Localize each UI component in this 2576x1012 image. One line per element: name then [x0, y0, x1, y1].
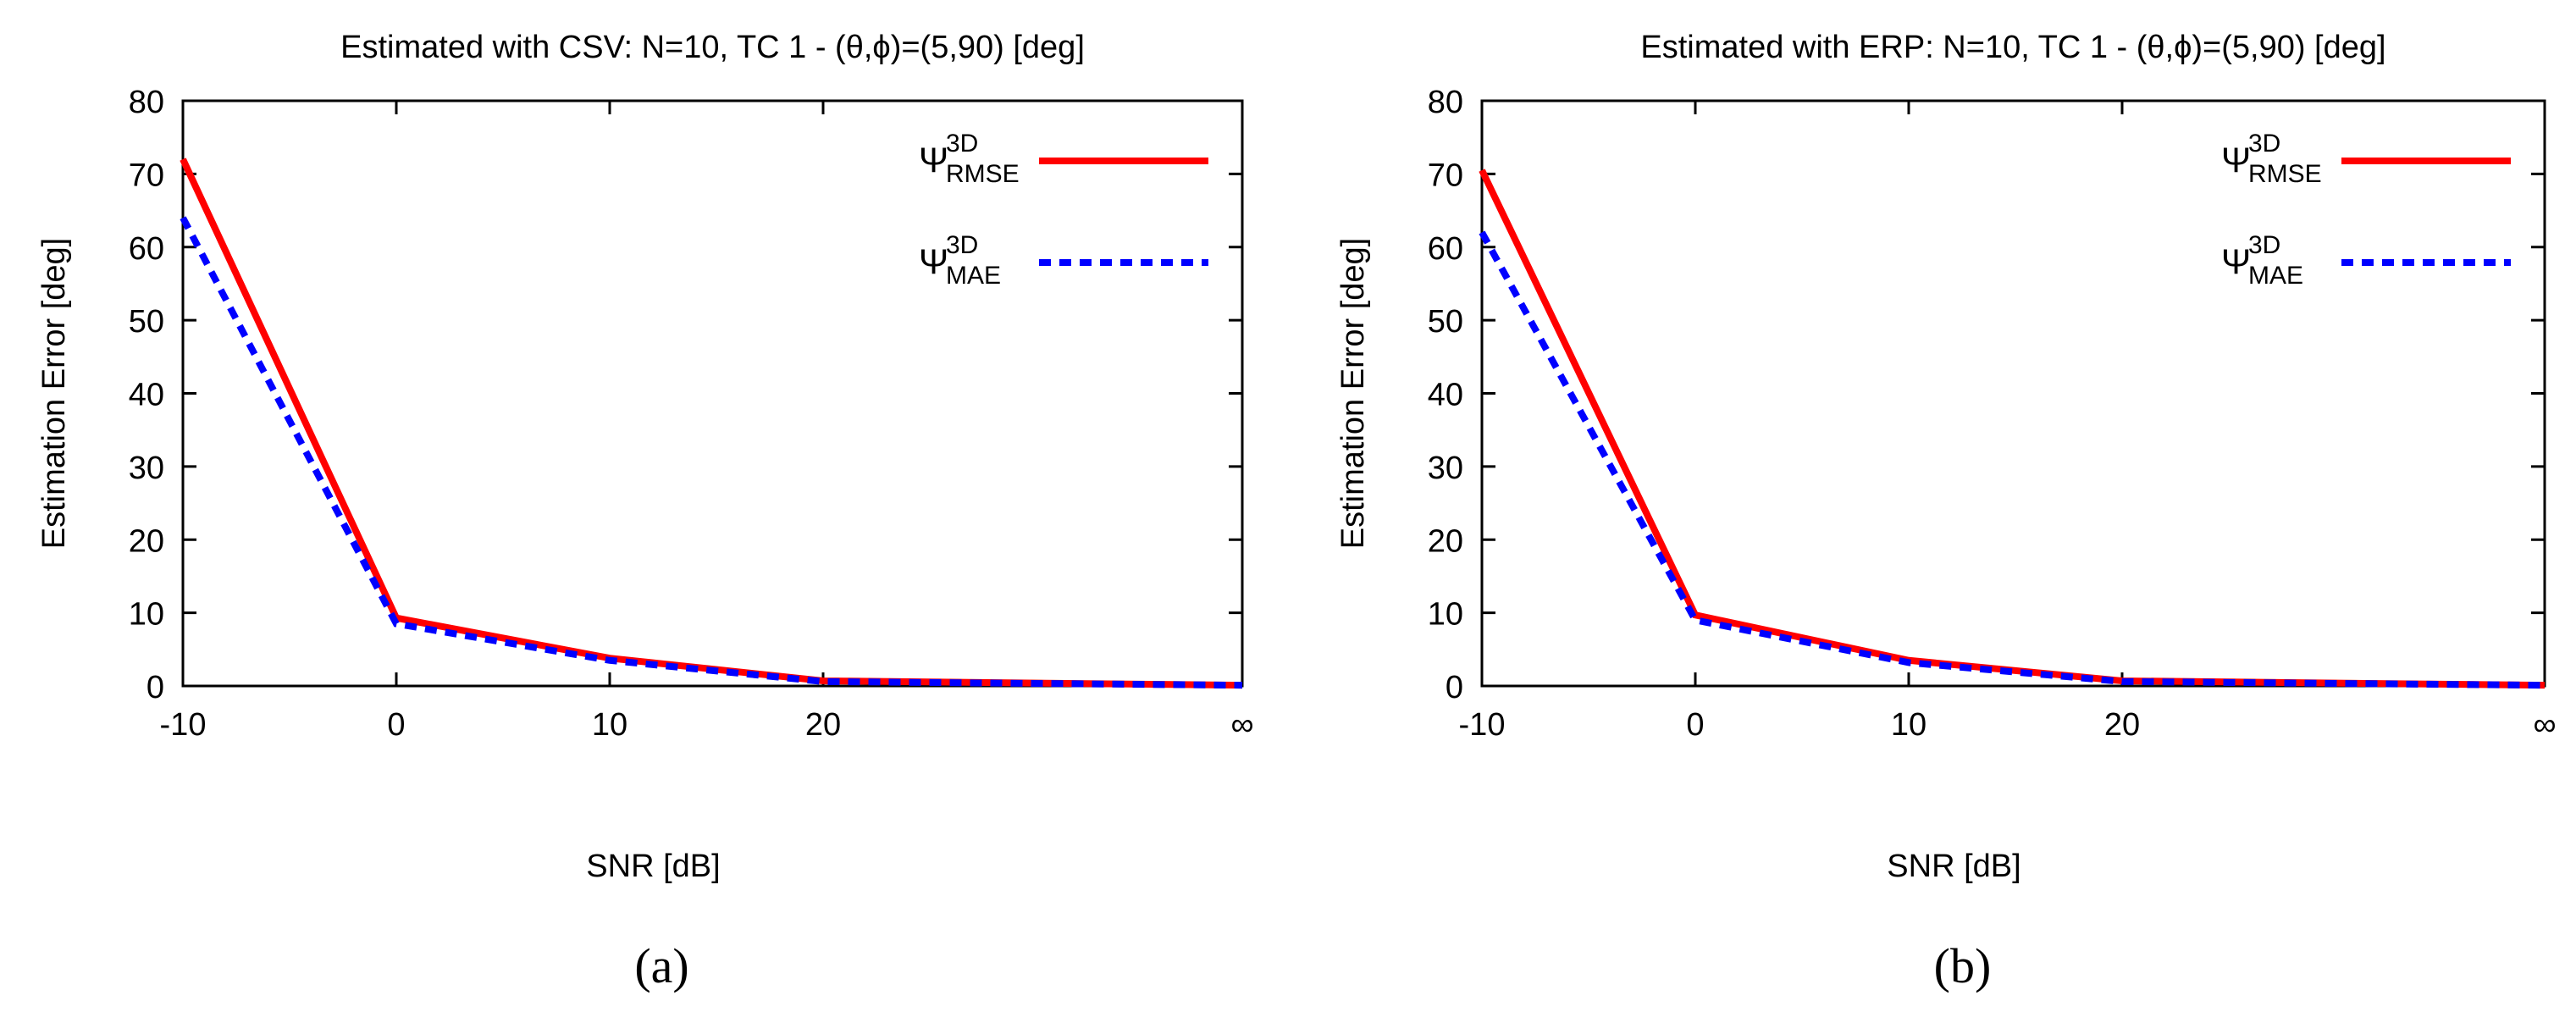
x-tick-label: 10 — [1891, 707, 1926, 743]
y-tick-label: 30 — [129, 451, 164, 486]
chart-panel-a: Estimated with CSV: N=10, TC 1 - (θ,ϕ)=(… — [36, 30, 1254, 993]
x-tick-label: 20 — [805, 707, 841, 743]
y-tick-label: 20 — [1428, 523, 1463, 559]
plot-frame — [1480, 99, 2546, 688]
series-line-rmse — [1479, 169, 2546, 689]
legend-superscript: 3D — [2248, 231, 2280, 259]
legend-superscript: 3D — [2248, 130, 2280, 158]
plot-frame — [181, 99, 1244, 688]
x-tick-label: ∞ — [1230, 707, 1253, 743]
legend-subscript: RMSE — [946, 160, 1020, 188]
y-tick-label: 60 — [1428, 231, 1463, 267]
legend-subscript: MAE — [2248, 262, 2303, 290]
y-tick-label: 70 — [1428, 158, 1463, 193]
legend-entry-mae: Ψ3D MAE — [919, 231, 1208, 290]
series-line-rmse — [180, 158, 1243, 689]
x-tick-label: 10 — [592, 707, 627, 743]
y-tick-label: 40 — [129, 378, 164, 413]
legend-subscript: RMSE — [2248, 160, 2322, 188]
chart-title: Estimated with CSV: N=10, TC 1 - (θ,ϕ)=(… — [340, 30, 1085, 65]
data-point-rmse — [1479, 168, 1484, 173]
panel-caption: (b) — [1934, 938, 1992, 993]
data-point-mae — [2120, 679, 2125, 684]
y-tick-label: 10 — [1428, 597, 1463, 633]
data-point-mae — [1479, 229, 1484, 235]
y-tick-label: 50 — [129, 304, 164, 340]
data-point-rmse — [180, 157, 185, 162]
y-axis-label: Estimation Error [deg] — [36, 238, 72, 549]
y-tick-label: 10 — [129, 597, 164, 633]
y-tick-label: 70 — [129, 158, 164, 193]
y-tick-label: 80 — [1428, 85, 1463, 120]
panel-caption: (a) — [634, 938, 688, 993]
data-point-mae — [1693, 617, 1698, 622]
y-tick-label: 30 — [1428, 451, 1463, 486]
chart-panel-b: Estimated with ERP: N=10, TC 1 - (θ,ϕ)=(… — [1335, 30, 2557, 993]
legend-superscript: 3D — [946, 130, 978, 158]
y-tick-label: 0 — [1446, 670, 1463, 705]
legend-symbol: Ψ — [919, 241, 948, 281]
x-tick-label: -10 — [160, 707, 207, 743]
y-tick-label: 50 — [1428, 304, 1463, 340]
y-tick-label: 40 — [1428, 378, 1463, 413]
data-point-mae — [180, 215, 185, 220]
legend-symbol: Ψ — [2221, 140, 2251, 180]
data-point-mae — [394, 622, 399, 627]
y-tick-label: 60 — [129, 231, 164, 267]
x-tick-label: ∞ — [2533, 707, 2556, 743]
x-axis-label: SNR [dB] — [1887, 849, 2020, 884]
x-tick-label: 0 — [387, 707, 405, 743]
y-axis-label: Estimation Error [deg] — [1335, 238, 1371, 549]
x-tick-label: -10 — [1459, 707, 1506, 743]
y-tick-label: 80 — [129, 85, 164, 120]
series-line-mae — [1479, 230, 2546, 689]
legend-subscript: MAE — [946, 262, 1001, 290]
legend-superscript: 3D — [946, 231, 978, 259]
x-tick-label: 20 — [2104, 707, 2140, 743]
y-tick-label: 0 — [146, 670, 164, 705]
data-point-mae — [2542, 683, 2547, 688]
legend-symbol: Ψ — [2221, 241, 2251, 281]
data-point-mae — [821, 679, 826, 684]
data-point-mae — [607, 658, 612, 663]
chart-title: Estimated with ERP: N=10, TC 1 - (θ,ϕ)=(… — [1640, 30, 2385, 65]
x-axis-label: SNR [dB] — [586, 849, 720, 884]
data-point-mae — [1240, 683, 1245, 688]
y-tick-label: 20 — [129, 523, 164, 559]
legend-entry-mae: Ψ3D MAE — [2221, 231, 2511, 290]
data-point-mae — [1906, 660, 1911, 665]
x-tick-label: 0 — [1686, 707, 1704, 743]
series-line-mae — [180, 216, 1243, 689]
legend-symbol: Ψ — [919, 140, 948, 180]
